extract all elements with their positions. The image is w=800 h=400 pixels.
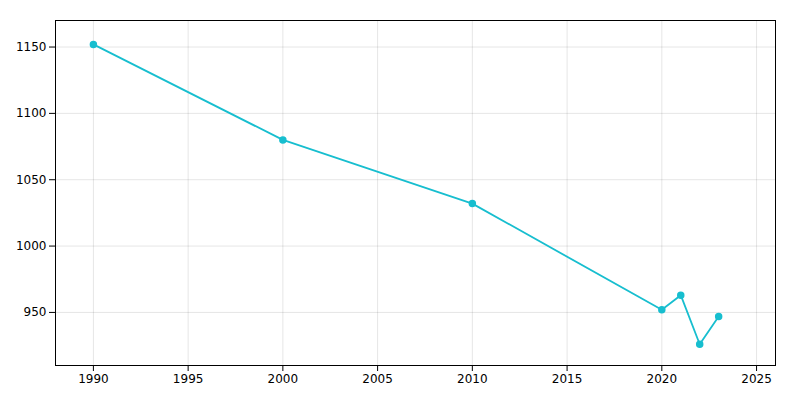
svg-text:2020: 2020	[647, 372, 678, 386]
svg-text:2025: 2025	[741, 372, 772, 386]
svg-text:1050: 1050	[16, 173, 47, 187]
svg-text:1150: 1150	[16, 40, 47, 54]
svg-text:2000: 2000	[268, 372, 299, 386]
svg-text:2010: 2010	[457, 372, 488, 386]
svg-text:1100: 1100	[16, 106, 47, 120]
svg-text:2005: 2005	[362, 372, 393, 386]
svg-text:950: 950	[24, 305, 47, 319]
svg-text:1995: 1995	[173, 372, 204, 386]
svg-text:1990: 1990	[78, 372, 109, 386]
svg-text:1000: 1000	[16, 239, 47, 253]
svg-text:2015: 2015	[552, 372, 583, 386]
